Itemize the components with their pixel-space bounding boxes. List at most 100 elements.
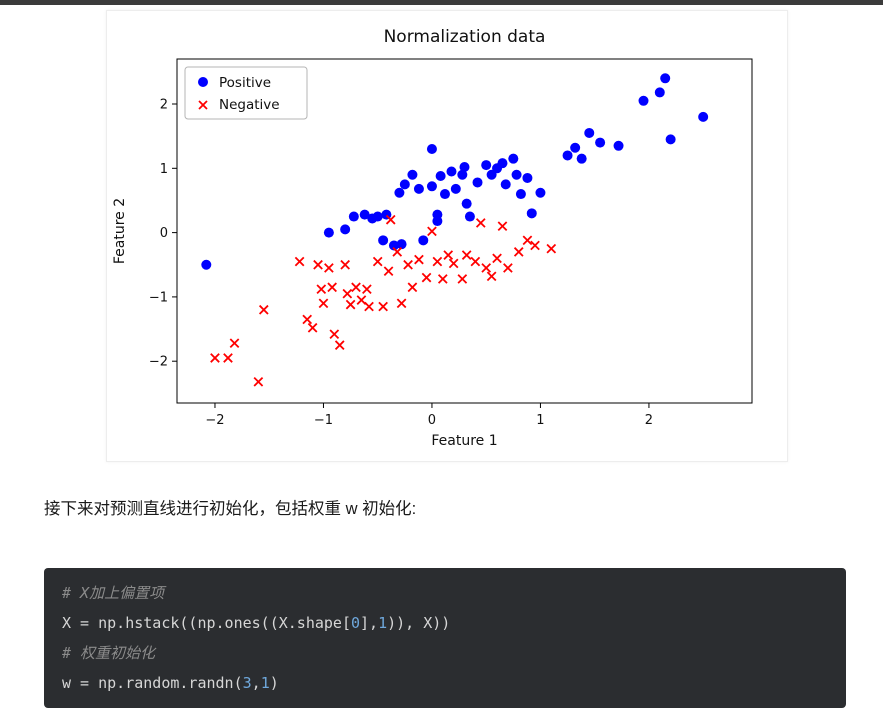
code-segment-number: 1 bbox=[260, 674, 270, 692]
point-negative bbox=[342, 288, 353, 299]
code-line: X = np.hstack((np.ones((X.shape[0],1)), … bbox=[62, 608, 828, 638]
point-negative bbox=[513, 247, 524, 257]
legend-box bbox=[184, 66, 308, 120]
point-negative bbox=[448, 258, 459, 269]
x-tick-label: 0 bbox=[428, 413, 436, 428]
point-negative bbox=[486, 271, 497, 282]
legend-label-negative: Negative bbox=[219, 97, 280, 113]
point-positive bbox=[576, 153, 587, 164]
scatter-chart: Normalization data −2 −1 0 1 2 −2 −1 0 1 2 Feature … bbox=[107, 11, 787, 461]
point-negative bbox=[522, 235, 533, 246]
point-positive bbox=[459, 162, 470, 173]
point-positive bbox=[359, 209, 370, 220]
point-negative bbox=[470, 256, 481, 267]
point-positive bbox=[323, 227, 334, 238]
point-negative bbox=[364, 301, 374, 312]
code-segment-code: )), X)) bbox=[387, 614, 451, 632]
point-negative bbox=[318, 298, 329, 309]
code-segment-number: 1 bbox=[378, 614, 388, 632]
point-negative bbox=[345, 299, 356, 310]
y-tick-label: 1 bbox=[160, 162, 168, 177]
point-positive bbox=[665, 134, 676, 145]
point-positive bbox=[654, 87, 665, 98]
code-segment-code: ) bbox=[269, 674, 279, 692]
point-positive bbox=[595, 137, 606, 148]
point-positive bbox=[660, 73, 671, 84]
point-negative bbox=[324, 263, 334, 273]
code-segment-comment: # X加上偏置项 bbox=[62, 584, 165, 602]
point-positive bbox=[698, 111, 709, 122]
point-negative bbox=[329, 329, 340, 340]
point-positive bbox=[508, 153, 519, 164]
point-negative bbox=[481, 263, 492, 273]
point-negative bbox=[443, 250, 454, 260]
code-segment-number: 0 bbox=[350, 614, 361, 632]
point-negative bbox=[258, 304, 269, 315]
point-negative bbox=[475, 218, 486, 228]
point-negative bbox=[294, 256, 305, 267]
point-negative bbox=[421, 272, 432, 283]
code-line: w = np.random.randn(3,1) bbox=[62, 668, 828, 698]
legend-marker-negative bbox=[198, 100, 208, 110]
point-positive bbox=[435, 171, 446, 182]
point-positive bbox=[413, 183, 424, 194]
code-block: # X加上偏置项 X = np.hstack((np.ones((X.shape[… bbox=[44, 568, 846, 708]
chart-title: Normalization data bbox=[384, 27, 546, 47]
y-axis-label: Feature 2 bbox=[112, 198, 128, 264]
y-tick-label: −1 bbox=[149, 290, 168, 305]
point-positive bbox=[497, 158, 508, 169]
point-positive bbox=[348, 211, 359, 222]
point-positive bbox=[372, 211, 383, 222]
top-border bbox=[0, 0, 883, 5]
code-segment-code: X = np.hstack((np.ones((X.shape[ bbox=[62, 614, 351, 632]
point-positive bbox=[396, 239, 407, 250]
legend-label-positive: Positive bbox=[219, 75, 271, 91]
point-positive bbox=[457, 169, 468, 180]
point-positive bbox=[446, 166, 457, 177]
x-tick-label: −1 bbox=[314, 413, 333, 428]
intro-paragraph: 接下来对预测直线进行初始化，包括权重 w 初始化: bbox=[44, 500, 417, 518]
point-negative bbox=[414, 254, 424, 265]
point-positive bbox=[394, 187, 405, 198]
point-negative bbox=[383, 266, 394, 277]
point-negative bbox=[392, 247, 403, 257]
point-negative bbox=[362, 284, 372, 295]
x-tick-label: 1 bbox=[536, 413, 544, 428]
point-positive bbox=[450, 183, 461, 194]
code-segment-code: , bbox=[251, 674, 261, 692]
point-positive bbox=[201, 259, 212, 270]
y-tick-label: −2 bbox=[149, 355, 168, 370]
point-negative bbox=[253, 376, 264, 387]
point-negative bbox=[457, 274, 468, 284]
point-positive bbox=[515, 189, 526, 200]
point-positive bbox=[461, 198, 472, 209]
point-negative bbox=[437, 274, 448, 284]
point-negative bbox=[307, 322, 318, 333]
point-positive bbox=[570, 142, 581, 153]
point-positive bbox=[472, 177, 483, 188]
point-negative bbox=[461, 250, 472, 260]
point-negative bbox=[223, 353, 233, 363]
y-tick-label: 0 bbox=[160, 226, 168, 241]
point-positive bbox=[584, 127, 595, 138]
code-segment-comment: # 权重初始化 bbox=[62, 644, 156, 662]
point-positive bbox=[526, 208, 537, 219]
point-negative bbox=[334, 340, 345, 350]
y-tick-label: 2 bbox=[160, 98, 168, 113]
point-negative bbox=[340, 259, 350, 270]
point-negative bbox=[356, 295, 367, 305]
point-negative bbox=[210, 353, 220, 363]
x-tick-label: 2 bbox=[645, 413, 653, 428]
point-negative bbox=[316, 284, 327, 295]
point-negative bbox=[302, 314, 313, 325]
point-negative bbox=[372, 256, 383, 267]
point-negative bbox=[427, 226, 437, 237]
point-positive bbox=[432, 216, 443, 227]
point-positive bbox=[426, 181, 437, 192]
point-positive bbox=[439, 189, 450, 200]
point-positive bbox=[407, 169, 418, 180]
x-axis-label: Feature 1 bbox=[431, 433, 497, 449]
point-negative bbox=[503, 263, 513, 273]
point-positive bbox=[399, 179, 410, 190]
